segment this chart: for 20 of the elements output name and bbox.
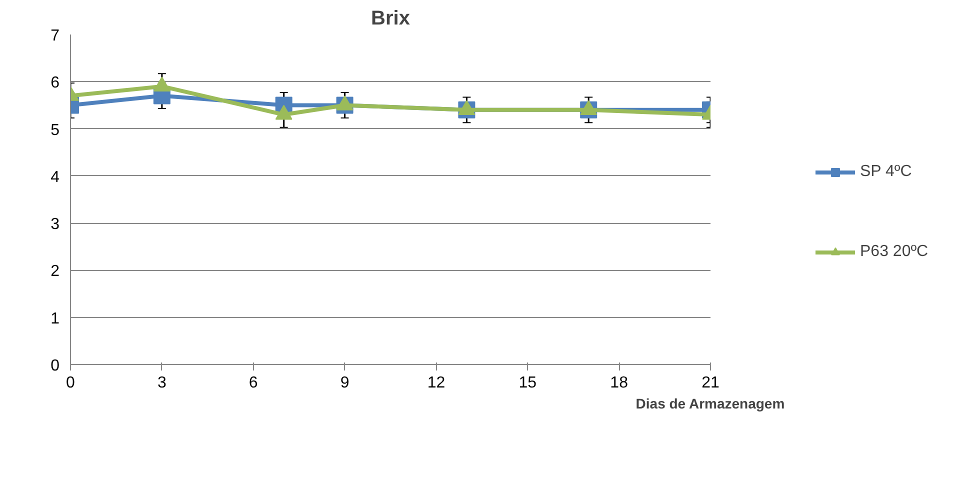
chart-title: Brix: [371, 8, 410, 30]
x-tick-label: 0: [66, 374, 76, 392]
y-tick-label: 5: [50, 122, 60, 139]
x-axis-title: Dias de Armazenagem: [636, 396, 785, 412]
legend-label: P63 20ºC: [860, 243, 928, 261]
y-tick-label: 4: [50, 168, 60, 186]
x-tick-label: 12: [427, 374, 446, 392]
x-tick-label: 9: [340, 374, 350, 392]
y-tick-label: 3: [50, 216, 60, 234]
x-tick-label: 15: [518, 374, 537, 392]
y-tick-label: 2: [50, 263, 60, 280]
x-tick-label: 18: [610, 374, 628, 392]
x-tick-label: 21: [702, 374, 720, 392]
y-tick-label: 7: [50, 28, 60, 44]
y-tick-label: 6: [50, 74, 60, 92]
y-tick-label: 0: [50, 358, 60, 374]
legend-label: SP 4ºC: [860, 163, 912, 181]
x-tick-label: 6: [248, 374, 258, 392]
x-tick-label: 3: [157, 374, 166, 392]
y-tick-label: 1: [50, 310, 60, 328]
